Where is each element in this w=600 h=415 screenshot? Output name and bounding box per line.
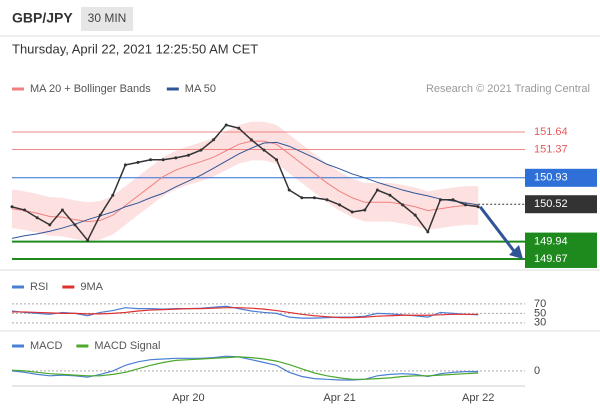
price-point [212, 138, 216, 142]
ma-line [11, 141, 479, 239]
price-point [388, 193, 392, 197]
indicator-line [12, 307, 479, 319]
price-point [451, 198, 455, 202]
price-point [237, 126, 241, 130]
price-point [438, 198, 442, 202]
price-point [73, 223, 77, 227]
price-point [48, 223, 52, 227]
x-tick-label: Apr 21 [323, 392, 355, 404]
price-line [11, 124, 479, 242]
arrow-head [509, 244, 523, 259]
level-box [525, 168, 597, 187]
price-point [174, 156, 178, 160]
legend-label: MA 50 [185, 83, 216, 95]
credit: Research © 2021 Trading Central [426, 83, 590, 95]
y-tick-label: 30 [534, 317, 546, 329]
y-tick-label: 70 [534, 298, 546, 310]
price-point [123, 163, 127, 167]
price-point [375, 188, 379, 192]
price-point [98, 213, 102, 217]
level-box [525, 249, 597, 268]
price-point [350, 210, 354, 214]
price-point [413, 213, 417, 217]
legend-label: MA 20 + Bollinger Bands [30, 83, 151, 95]
price-point [161, 158, 165, 162]
level-box [525, 195, 597, 214]
y-tick-label: 0 [534, 365, 540, 377]
price-point [186, 153, 190, 157]
forecast-arrow [479, 205, 519, 256]
price-point [199, 148, 203, 152]
price-point [275, 158, 279, 162]
price-point [464, 203, 468, 207]
timeframe-box [81, 7, 133, 31]
legend-label: 9MA [80, 281, 103, 293]
legend-label: MACD [30, 340, 62, 352]
level-label: 149.94 [534, 235, 568, 247]
price-point [23, 208, 27, 212]
price-point [249, 138, 253, 142]
price-point [312, 196, 316, 200]
price-point [224, 123, 228, 127]
price-point [262, 148, 266, 152]
price-point [363, 208, 367, 212]
level-label: 151.37 [534, 143, 568, 155]
price-point [476, 205, 480, 209]
level-label: 150.93 [534, 172, 568, 184]
price-point [149, 158, 153, 162]
level-label: 150.52 [534, 198, 568, 210]
price-point [338, 203, 342, 207]
level-box [525, 232, 597, 251]
indicator-line [11, 355, 479, 381]
symbol: GBP/JPY [12, 10, 73, 26]
price-point [111, 193, 115, 197]
price-point [86, 238, 90, 242]
price-point [60, 208, 64, 212]
price-point [35, 216, 39, 220]
price-point [300, 196, 304, 200]
x-tick-label: Apr 20 [172, 392, 204, 404]
level-label: 151.64 [534, 126, 568, 138]
price-point [325, 198, 329, 202]
legend-label: RSI [30, 281, 48, 293]
price-point [10, 205, 14, 209]
indicator-line [11, 356, 479, 380]
datetime: Thursday, April 22, 2021 12:25:50 AM CET [12, 41, 258, 56]
price-point [401, 203, 405, 207]
x-tick-label: Apr 22 [462, 392, 494, 404]
price-point [136, 160, 140, 164]
indicator-line [11, 305, 479, 319]
bollinger-band [12, 121, 479, 241]
price-point [287, 188, 291, 192]
price-point [426, 230, 430, 234]
legend-label: MACD Signal [94, 340, 160, 352]
level-label: 149.67 [534, 253, 568, 265]
timeframe: 30 MIN [88, 11, 127, 25]
y-tick-label: 50 [534, 307, 546, 319]
